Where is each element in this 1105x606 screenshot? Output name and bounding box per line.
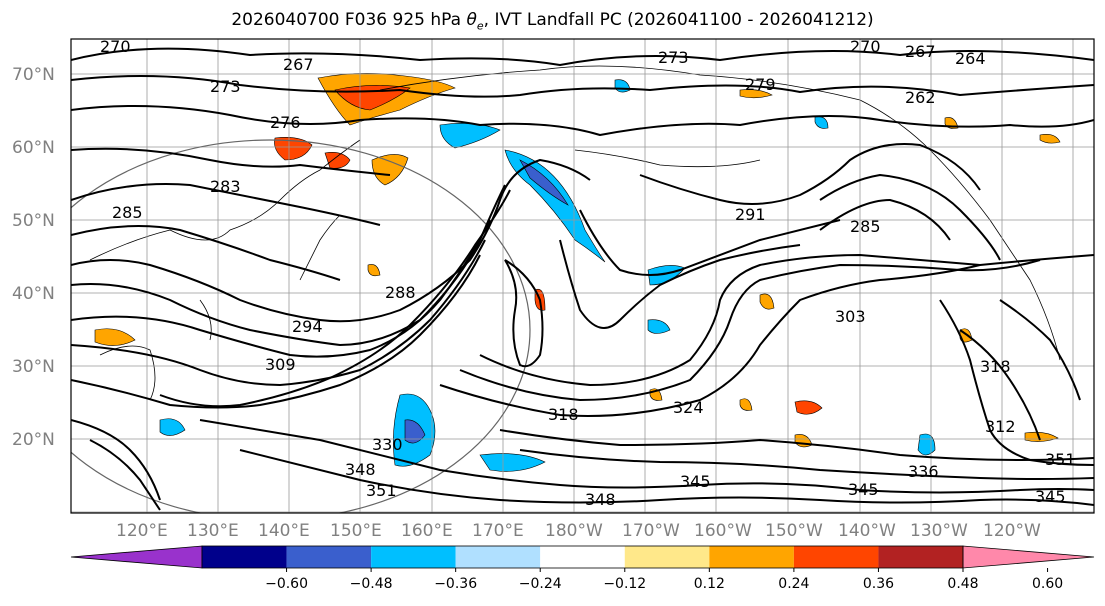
colorbar-tick-label: 0.24 [778,576,809,592]
contour-label: 345 [1035,487,1066,506]
region-outline [71,139,531,513]
colorbar-tick-label: −0.36 [434,576,477,592]
colorbar: −0.60 −0.48 −0.36 −0.24 −0.12 0.12 0.24 0.36 0.4… [70,545,1095,592]
contour-label: 283 [210,177,241,196]
contour-label: 276 [270,113,301,132]
contour-label: 270 [850,37,881,56]
shaded-anomalies [94,73,1061,472]
contour-label: 285 [112,203,143,222]
lat-label: 70°N [12,65,55,85]
colorbar-frame [201,545,964,569]
colorbar-tick-label: 0.36 [863,576,894,592]
colorbar-segment [540,546,625,568]
latitude-labels: 70°N 60°N 50°N 40°N 30°N 20°N [12,65,55,450]
contour-labels: 270 270 267 267 273 273 276 279 283 285 … [100,37,1076,509]
colorbar-segment [371,546,456,568]
contour-label: 262 [905,88,936,107]
lon-label: 140°E [258,521,310,541]
contour-label: 288 [385,283,416,302]
colorbar-tick-label: 0.60 [1032,576,1063,592]
contour-label: 273 [658,48,689,67]
contour-label: 351 [1045,450,1076,469]
lon-label: 180°W [545,521,603,541]
lon-label: 170°W [622,521,680,541]
graticule [71,39,1094,513]
map-title: 2026040700 F036 925 hPa θe, IVT Landfall… [231,10,874,33]
colorbar-segment [455,546,541,568]
lon-label: 160°E [401,521,453,541]
lon-label: 160°W [694,521,752,541]
colorbar-tick-label: −0.60 [265,576,308,592]
contour-label: 309 [265,355,296,374]
contour-label: 267 [283,55,314,74]
colorbar-tick-label: 0.12 [694,576,725,592]
lat-label: 60°N [12,138,55,158]
colorbar-segment [709,546,794,568]
colorbar-tick-label: 0.48 [947,576,978,592]
colorbar-segment [286,546,372,568]
contour-label: 312 [985,417,1016,436]
contour-label: 273 [210,77,241,96]
contour-label: 270 [100,37,131,56]
lon-label: 170°E [472,521,524,541]
contour-label: 345 [848,480,879,499]
contour-label: 351 [366,481,397,500]
contour-label: 291 [735,205,766,224]
colorbar-extend-high [962,545,1095,569]
lat-label: 50°N [12,211,55,231]
lon-label: 150°W [765,521,823,541]
contour-label: 294 [292,317,323,336]
colorbar-segment [878,546,963,568]
contour-label: 285 [850,217,881,236]
contour-label: 303 [835,307,866,326]
theta-e-contours [71,47,1094,511]
longitude-labels: 120°E 130°E 140°E 150°E 160°E 170°E 180°… [116,521,1041,541]
contour-label: 348 [585,490,616,509]
lon-label: 150°E [330,521,382,541]
lat-label: 30°N [12,357,55,377]
theta-symbol: θe [466,10,484,33]
lon-label: 130°W [910,521,968,541]
contour-label: 318 [980,357,1011,376]
lat-label: 20°N [12,430,55,450]
colorbar-tick-label: −0.12 [603,576,646,592]
contour-label: 345 [680,472,711,491]
colorbar-segment [202,546,287,568]
contour-label: 264 [955,49,986,68]
colorbar-tick-label: −0.24 [519,576,562,592]
contour-label: 330 [372,435,403,454]
contour-label: 279 [745,75,776,94]
contour-label: 267 [905,42,936,61]
colorbar-extend-low [70,545,203,569]
map-frame [70,38,1095,514]
lon-label: 120°E [116,521,168,541]
contour-label: 336 [908,462,939,481]
colorbar-tick-label: −0.48 [350,576,393,592]
lon-label: 130°E [187,521,239,541]
contour-label: 324 [673,398,704,417]
colorbar-segment [793,546,879,568]
contour-label: 348 [345,460,376,479]
lat-label: 40°N [12,284,55,304]
contour-label: 318 [548,405,579,424]
lon-label: 120°W [983,521,1041,541]
lon-label: 140°W [838,521,896,541]
colorbar-segment [624,546,710,568]
